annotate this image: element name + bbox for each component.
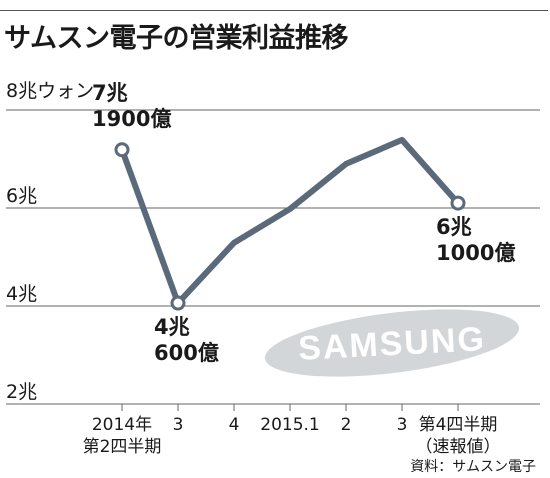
data-point-marker bbox=[450, 195, 466, 211]
chart-title: サムスン電子の営業利益推移 bbox=[4, 23, 348, 54]
x-tick-label: 3 bbox=[173, 415, 184, 435]
series-line bbox=[119, 136, 461, 307]
y-tick-label: 2兆 bbox=[6, 381, 37, 403]
samsung-logo: SAMSUNG bbox=[264, 309, 520, 377]
x-tick-label: 第2四半期 bbox=[83, 437, 162, 457]
x-tick-label: 3 bbox=[397, 415, 408, 435]
value-annotation: 600億 bbox=[154, 341, 219, 365]
data-point-marker bbox=[170, 295, 186, 311]
value-annotation: 1900億 bbox=[92, 107, 171, 131]
source-note: 資料：サムスン電子 bbox=[410, 459, 536, 475]
y-tick-label: 6兆 bbox=[6, 185, 37, 207]
x-tick-label: 第4四半期 bbox=[419, 415, 498, 435]
value-annotation: 7兆 bbox=[92, 81, 128, 105]
top-rule bbox=[0, 10, 548, 11]
value-annotation: 1000億 bbox=[436, 241, 515, 265]
x-tick-label: （速報値） bbox=[416, 437, 501, 457]
value-annotation: 4兆 bbox=[154, 315, 190, 339]
value-annotation: 6兆 bbox=[436, 215, 472, 239]
y-tick-labels: 2兆 4兆 6兆 bbox=[6, 185, 37, 403]
x-tick-label: 2014年 bbox=[92, 415, 152, 435]
samsung-logo-ellipse bbox=[264, 309, 520, 377]
x-tick-label: 4 bbox=[229, 415, 240, 435]
y-tick-label: 4兆 bbox=[6, 283, 37, 305]
x-tick-label: 2015.1 bbox=[260, 415, 319, 435]
grid-layer bbox=[6, 109, 540, 405]
series-layer bbox=[114, 136, 466, 311]
y-unit-label: 8兆ウォン bbox=[6, 80, 94, 102]
x-tick-label: 2 bbox=[341, 415, 352, 435]
data-point-marker bbox=[114, 142, 130, 158]
